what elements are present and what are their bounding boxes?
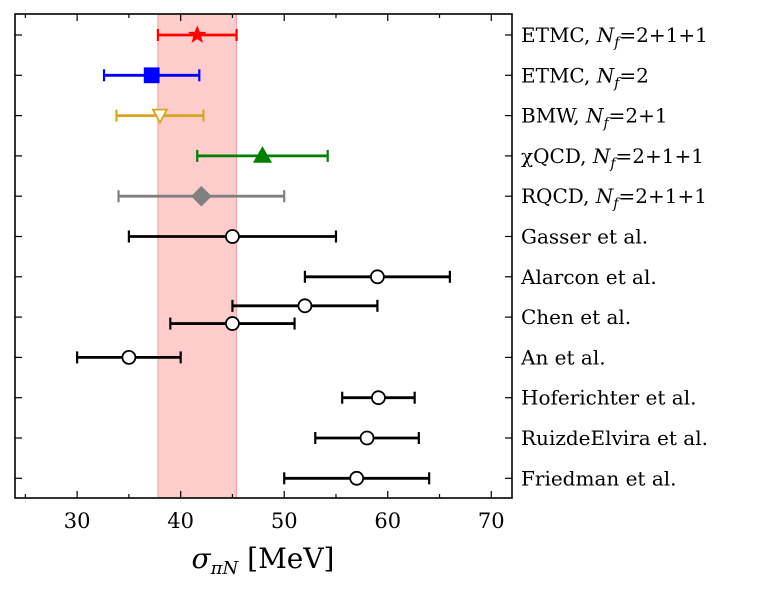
circle-marker [225,316,240,331]
square-marker [143,67,160,84]
circle-marker [349,470,365,486]
average-band [157,13,238,499]
row-label: RuizdeElvira et al. [521,426,708,450]
star-marker [188,25,207,43]
errorbar-point [117,185,286,207]
errorbar-point [283,470,431,486]
row-label: ETMC, Nf=2 [521,63,649,91]
errorbar-point [303,269,451,285]
row-label: Friedman et al. [521,466,677,490]
circle-marker [297,298,313,314]
row-label: An et al. [520,345,606,369]
circle-marker [371,390,386,406]
errorbar-point [76,349,182,365]
plot-background [15,14,512,498]
errorbar-point [115,108,205,125]
circle-marker [225,229,240,244]
errorbar-point [127,229,338,244]
row-label: Gasser et al. [521,225,648,249]
triangle-up-marker [252,146,273,163]
x-tick-label: 60 [374,509,401,533]
x-axis-title: σπN [MeV] [192,542,335,579]
plot-frame [14,13,513,499]
row-label: Hoferichter et al. [521,386,696,410]
errorbar-point [231,298,379,314]
errorbar-point [314,430,420,446]
diamond-marker [191,185,212,207]
row-label: ETMC, Nf=2+1+1 [521,23,708,51]
x-tick-label: 30 [64,509,91,533]
errorbar-point [156,25,238,43]
row-label: Alarcon et al. [520,265,657,289]
errorbar-point [169,316,296,331]
x-tick-label: 70 [478,509,505,533]
triangle-down-marker [151,108,169,125]
errorbar-point [341,390,416,406]
x-tick-label: 40 [167,509,194,533]
errorbar-point [196,146,329,163]
x-tick-label: 50 [271,509,298,533]
errorbar-point [102,67,201,84]
row-label: BMW, Nf=2+1 [521,104,668,132]
circle-marker [369,269,385,285]
circle-marker [121,349,137,365]
row-label: Chen et al. [521,305,631,329]
row-label: RQCD, Nf=2+1+1 [521,184,707,212]
row-label: χQCD, Nf=2+1+1 [521,144,704,172]
circle-marker [359,430,375,446]
